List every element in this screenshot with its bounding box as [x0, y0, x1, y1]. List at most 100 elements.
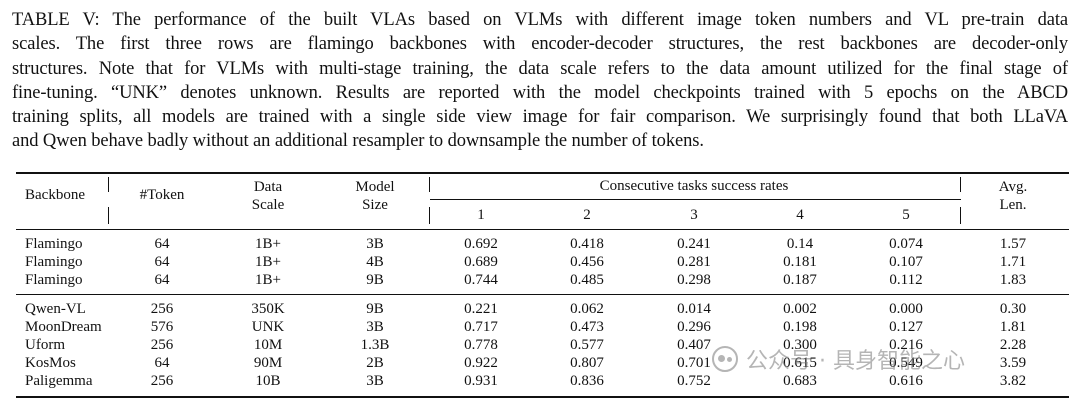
- caption-line: TABLE V: The performance of the built VL…: [12, 10, 1068, 30]
- cell-model-size: 1.3B: [360, 337, 390, 353]
- header-data-scale: Data: [253, 179, 283, 195]
- header-rule: [16, 229, 1069, 230]
- cell-data-scale: 1B+: [255, 272, 281, 288]
- cell-backbone: Flamingo: [25, 236, 83, 252]
- header-task-3: 3: [690, 207, 698, 223]
- cell-backbone: Flamingo: [25, 272, 83, 288]
- table-caption: TABLE V: The performance of the built VL…: [12, 8, 1068, 154]
- cell-model-size: 9B: [366, 272, 384, 288]
- cell-model-size: 2B: [366, 355, 384, 371]
- cell-task-1: 0.221: [464, 301, 498, 317]
- cell-token: 256: [150, 337, 174, 353]
- cell-task-2: 0.485: [570, 272, 604, 288]
- cell-backbone: Flamingo: [25, 254, 83, 270]
- cell-task-2: 0.836: [570, 373, 604, 389]
- cell-task-2: 0.807: [570, 355, 604, 371]
- header-task-group: Consecutive tasks success rates: [599, 178, 789, 194]
- cell-backbone: Qwen-VL: [25, 301, 86, 317]
- column-separator: [108, 207, 109, 224]
- cell-task-5: 0.074: [889, 236, 923, 252]
- cell-model-size: 3B: [366, 373, 384, 389]
- cell-backbone: Paligemma: [25, 373, 93, 389]
- column-separator: [429, 207, 430, 224]
- cell-token: 256: [150, 301, 174, 317]
- cell-avg-len: 1.71: [999, 254, 1027, 270]
- column-separator: [960, 207, 961, 224]
- column-separator: [429, 177, 430, 192]
- header-model-size: Size: [362, 197, 388, 213]
- cell-task-2: 0.418: [570, 236, 604, 252]
- header-token: #Token: [139, 187, 185, 203]
- cell-token: 576: [150, 319, 174, 335]
- cell-task-2: 0.577: [570, 337, 604, 353]
- cell-task-4: 0.300: [783, 337, 817, 353]
- caption-line: fine-tuning. “UNK” denotes unknown. Resu…: [12, 82, 1068, 103]
- cell-avg-len: 1.83: [999, 272, 1027, 288]
- top-rule: [16, 172, 1069, 174]
- cell-avg-len: 2.28: [999, 337, 1027, 353]
- cell-avg-len: 1.57: [999, 236, 1027, 252]
- cell-task-5: 0.216: [889, 337, 923, 353]
- cell-backbone: Uform: [25, 337, 65, 353]
- caption-line: scales. The first three rows are flaming…: [12, 34, 1068, 55]
- cell-task-1: 0.922: [464, 355, 498, 371]
- cell-backbone: MoonDream: [25, 319, 102, 335]
- cell-task-3: 0.281: [677, 254, 711, 270]
- header-backbone: Backbone: [25, 187, 85, 203]
- bottom-rule: [16, 396, 1069, 398]
- cell-task-3: 0.241: [677, 236, 711, 252]
- cell-token: 64: [154, 272, 170, 288]
- cell-task-4: 0.198: [783, 319, 817, 335]
- wechat-logo-icon: [712, 346, 738, 372]
- cell-task-1: 0.931: [464, 373, 498, 389]
- cell-task-2: 0.062: [570, 301, 604, 317]
- watermark-text: 公众号 · 具身智能之心: [746, 349, 965, 374]
- header-avg-len: Len.: [999, 197, 1027, 213]
- cell-backbone: KosMos: [25, 355, 76, 371]
- cell-task-2: 0.456: [570, 254, 604, 270]
- cell-data-scale: 350K: [251, 301, 285, 317]
- cell-task-5: 0.127: [889, 319, 923, 335]
- cell-token: 64: [154, 355, 170, 371]
- cell-task-2: 0.473: [570, 319, 604, 335]
- caption-line: structures. Note that for VLMs with mult…: [12, 58, 1068, 79]
- cell-avg-len: 3.82: [999, 373, 1027, 389]
- header-task-1: 1: [477, 207, 485, 223]
- cell-task-4: 0.187: [783, 272, 817, 288]
- cell-model-size: 3B: [366, 236, 384, 252]
- cell-task-5: 0.107: [889, 254, 923, 270]
- cell-task-5: 0.112: [889, 272, 923, 288]
- cell-task-3: 0.296: [677, 319, 711, 335]
- cell-task-4: 0.615: [783, 355, 817, 371]
- caption-line: training splits, all models are trained …: [12, 107, 1068, 128]
- cell-model-size: 3B: [366, 319, 384, 335]
- cell-task-4: 0.002: [783, 301, 817, 317]
- cell-task-5: 0.616: [889, 373, 923, 389]
- cell-data-scale: 90M: [253, 355, 283, 371]
- cell-task-1: 0.689: [464, 254, 498, 270]
- cell-task-1: 0.778: [464, 337, 498, 353]
- cell-task-4: 0.683: [783, 373, 817, 389]
- column-separator: [960, 177, 961, 192]
- cell-model-size: 4B: [366, 254, 384, 270]
- cell-task-3: 0.752: [677, 373, 711, 389]
- header-task-5: 5: [902, 207, 910, 223]
- cell-task-5: 0.000: [889, 301, 923, 317]
- cell-task-3: 0.298: [677, 272, 711, 288]
- cell-data-scale: 10B: [255, 373, 281, 389]
- cell-task-1: 0.717: [464, 319, 498, 335]
- cell-data-scale: UNK: [251, 319, 285, 335]
- cell-task-5: 0.549: [889, 355, 923, 371]
- header-task-2: 2: [583, 207, 591, 223]
- cell-avg-len: 1.81: [999, 319, 1027, 335]
- cell-data-scale: 10M: [253, 337, 283, 353]
- cell-data-scale: 1B+: [255, 236, 281, 252]
- group-rule: [16, 294, 1069, 295]
- header-avg-len: Avg.: [998, 179, 1028, 195]
- cell-task-3: 0.701: [677, 355, 711, 371]
- header-data-scale: Scale: [251, 197, 285, 213]
- cell-task-3: 0.407: [677, 337, 711, 353]
- header-task-4: 4: [796, 207, 804, 223]
- cell-data-scale: 1B+: [255, 254, 281, 270]
- cell-avg-len: 0.30: [999, 301, 1027, 317]
